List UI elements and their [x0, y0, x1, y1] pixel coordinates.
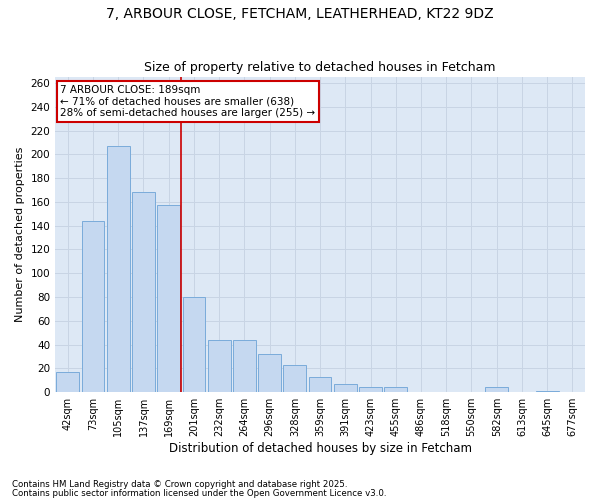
- Bar: [536, 391, 559, 392]
- Text: Contains HM Land Registry data © Crown copyright and database right 2025.: Contains HM Land Registry data © Crown c…: [12, 480, 347, 489]
- Bar: [208, 340, 230, 392]
- Y-axis label: Number of detached properties: Number of detached properties: [15, 147, 25, 322]
- Bar: [334, 384, 356, 392]
- Bar: [233, 340, 256, 392]
- Bar: [258, 354, 281, 392]
- Bar: [56, 372, 79, 392]
- Text: Contains public sector information licensed under the Open Government Licence v3: Contains public sector information licen…: [12, 489, 386, 498]
- Bar: [359, 388, 382, 392]
- Bar: [107, 146, 130, 392]
- Bar: [485, 388, 508, 392]
- Bar: [309, 376, 331, 392]
- Title: Size of property relative to detached houses in Fetcham: Size of property relative to detached ho…: [145, 62, 496, 74]
- Bar: [132, 192, 155, 392]
- Bar: [385, 388, 407, 392]
- X-axis label: Distribution of detached houses by size in Fetcham: Distribution of detached houses by size …: [169, 442, 472, 455]
- Bar: [82, 221, 104, 392]
- Bar: [283, 365, 306, 392]
- Text: 7, ARBOUR CLOSE, FETCHAM, LEATHERHEAD, KT22 9DZ: 7, ARBOUR CLOSE, FETCHAM, LEATHERHEAD, K…: [106, 8, 494, 22]
- Bar: [157, 206, 180, 392]
- Bar: [182, 297, 205, 392]
- Text: 7 ARBOUR CLOSE: 189sqm
← 71% of detached houses are smaller (638)
28% of semi-de: 7 ARBOUR CLOSE: 189sqm ← 71% of detached…: [61, 85, 316, 118]
